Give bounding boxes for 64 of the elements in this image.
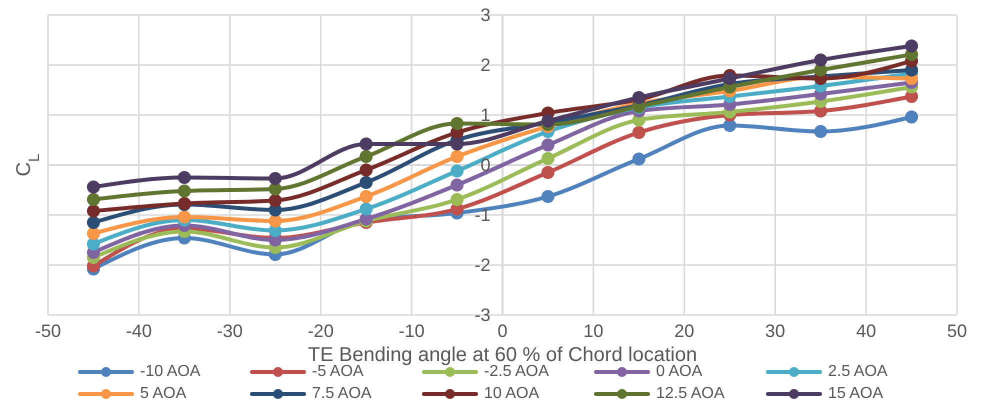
point [541,166,554,179]
point [178,171,191,184]
point [268,182,282,196]
point [268,172,282,185]
point [360,138,373,150]
point [541,152,554,165]
point [268,214,282,228]
x-tick-label: 50 [946,321,968,341]
x-tick-label: -50 [34,321,62,341]
legend-label: 10 AOA [484,385,540,403]
point [814,54,828,66]
point [723,72,736,85]
x-tick-label: -30 [216,321,243,341]
point [268,194,282,207]
point [450,164,464,178]
legend-label: 0 AOA [656,363,702,381]
point [450,193,464,206]
legend-label: 2.5 AOA [828,363,888,381]
y-tick-label: 1 [480,105,490,125]
x-axis-title: TE Bending angle at 60 % of Chord location [308,344,698,366]
point [86,180,100,194]
point [360,176,373,189]
y-tick-label: 3 [480,5,490,25]
point [86,227,100,240]
legend-label: 15 AOA [828,385,884,403]
point [86,204,100,218]
point [905,110,918,124]
point [814,125,828,138]
point [360,150,373,163]
point [450,138,464,150]
point [360,202,373,216]
x-tick-label: -20 [308,321,334,341]
point [723,119,736,132]
point [632,126,646,139]
point [450,117,464,130]
point [450,150,464,163]
point [905,40,918,52]
legend-label: 7.5 AOA [312,385,372,403]
legend-label: -5 AOA [312,363,364,381]
x-tick-label: -40 [126,321,152,341]
x-tick-label: 20 [674,321,694,341]
legend-label: 12.5 AOA [656,385,724,403]
x-tick-label: 40 [856,321,876,341]
point [86,238,100,250]
point [178,184,191,198]
x-tick-label: 30 [765,321,786,341]
point [86,193,100,206]
y-tick-label: 2 [480,55,490,75]
x-tick-label: -10 [398,321,425,341]
point [450,178,464,192]
point [541,138,554,152]
legend-label: -10 AOA [140,363,200,381]
y-tick-label: -3 [474,305,490,325]
legend-label: -2.5 AOA [484,363,549,381]
x-tick-label: 0 [497,321,508,341]
x-tick-label: 10 [583,321,604,341]
legend-label: 5 AOA [140,385,186,403]
point [178,210,191,224]
point [541,190,554,203]
y-tick-label: -2 [474,255,490,275]
point [360,190,373,203]
point [86,216,100,229]
point [632,152,646,166]
point [360,164,373,176]
